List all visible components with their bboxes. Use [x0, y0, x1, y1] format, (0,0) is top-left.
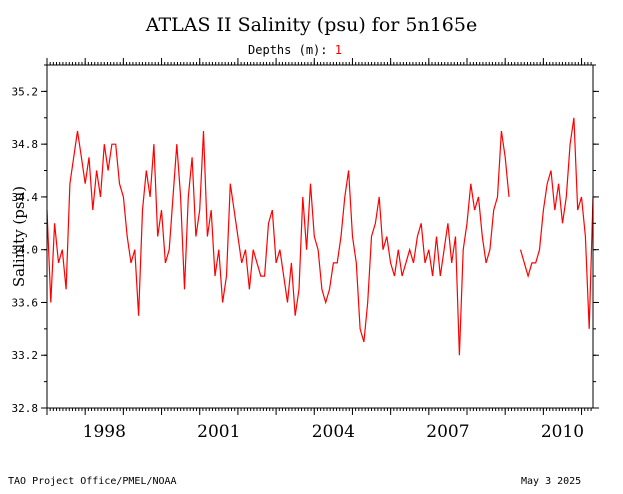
y-tick-label: 35.2 [12, 85, 39, 98]
axes: 1998 2001 2004 2007 2010 32.8 33.2 33.6 34.0 34.4… [12, 58, 599, 442]
depths-label: Depths (m): [248, 43, 328, 57]
salinity-series-line [46, 130, 510, 356]
y-tick-label: 33.6 [12, 296, 39, 309]
y-tick-label: 34.8 [12, 138, 39, 151]
y-axis-label: Salinity (psu) [10, 186, 28, 287]
depths-value: 1 [334, 43, 342, 57]
footer-credit: TAO Project Office/PMEL/NOAA [8, 476, 177, 487]
series-group [46, 117, 594, 356]
depths-line: Depths (m): 1 [0, 43, 590, 57]
x-tick-label: 2007 [426, 422, 469, 442]
chart-title: ATLAS II Salinity (psu) for 5n165e [145, 14, 478, 36]
y-tick-label: 32.8 [12, 402, 39, 415]
footer-date: May 3 2025 [521, 476, 582, 487]
y-tick-label: 34.0 [12, 244, 39, 257]
x-tick-label: 2001 [197, 422, 240, 442]
x-tick-label: 2010 [541, 422, 584, 442]
x-tick-label: 2004 [312, 422, 355, 442]
y-tick-label: 33.2 [12, 349, 39, 362]
y-tick-label: 34.4 [12, 191, 39, 204]
plot-frame [46, 64, 594, 409]
x-tick-label: 1998 [83, 422, 126, 442]
salinity-series-line [519, 117, 594, 329]
